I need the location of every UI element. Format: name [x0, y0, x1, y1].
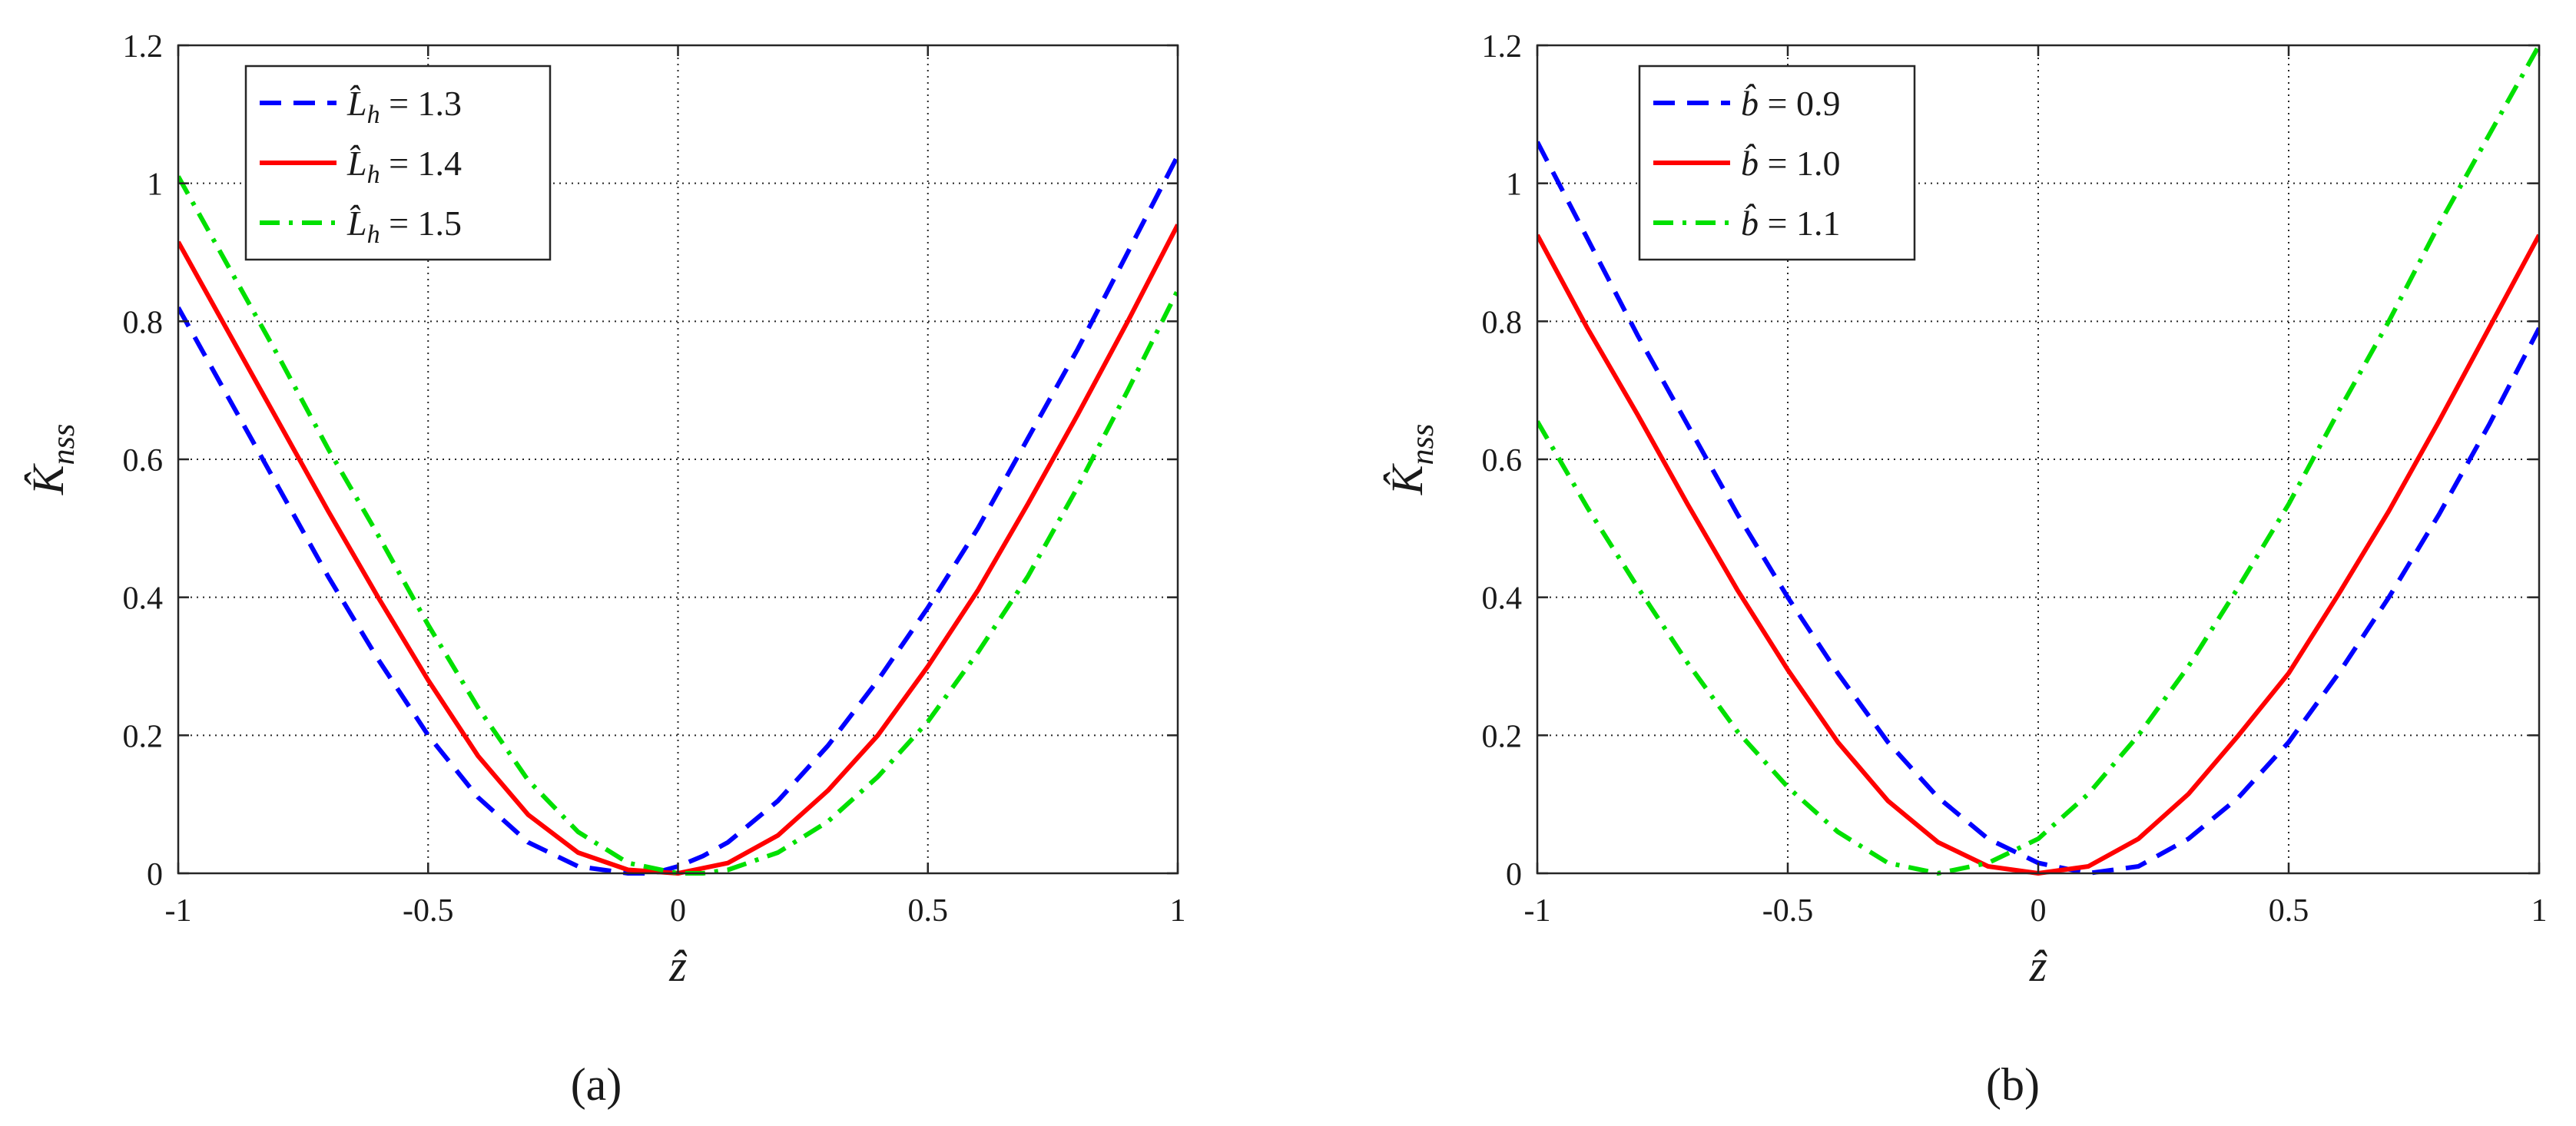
legend: L̂h = 1.3L̂h = 1.4L̂h = 1.5	[244, 65, 552, 261]
x-tick-label: 1	[2531, 893, 2548, 929]
series-line-3	[1537, 44, 2539, 876]
y-tick-label: 0	[1506, 857, 1522, 893]
legend-label-1: b̂ = 0.9	[1741, 84, 1840, 123]
panel-label: (a)	[571, 1059, 622, 1110]
x-tick-label: 0	[670, 893, 686, 929]
legend-value: = 0.9	[1759, 84, 1840, 123]
legend-subscript: h	[367, 101, 380, 129]
legend-label-2: b̂ = 1.0	[1741, 144, 1840, 183]
y-axis-label-main: K̂	[23, 462, 73, 495]
y-tick-label: 0.6	[1482, 443, 1523, 479]
y-tick-label: 1	[1506, 167, 1522, 203]
y-tick-label: 1.2	[123, 29, 164, 65]
x-axis-label: ẑ	[2029, 941, 2047, 991]
x-tick-label: -1	[1524, 893, 1551, 929]
legend-value: = 1.3	[380, 84, 462, 123]
x-tick-label: 0.5	[2269, 893, 2309, 929]
legend: b̂ = 0.9b̂ = 1.0b̂ = 1.1	[1638, 65, 1916, 261]
y-tick-label: 0.8	[1482, 305, 1523, 340]
legend-symbol: b̂	[1741, 144, 1759, 183]
legend-symbol: L̂	[346, 84, 367, 123]
y-tick-label: 0.8	[123, 305, 164, 340]
legend-value: = 1.0	[1759, 144, 1840, 183]
y-axis-label: K̂nss	[23, 424, 81, 495]
x-tick-label: 1	[1170, 893, 1186, 929]
x-axis-label: ẑ	[668, 941, 687, 991]
legend-subscript: h	[367, 220, 380, 249]
panel-label: (b)	[1986, 1059, 2040, 1110]
x-tick-label: -0.5	[403, 893, 454, 929]
x-tick-label: 0.5	[908, 893, 949, 929]
legend-label-1: L̂h = 1.3	[346, 84, 462, 129]
y-tick-label: 0.4	[123, 581, 164, 617]
x-tick-label: -1	[165, 893, 192, 929]
legend-value: = 1.1	[1759, 204, 1840, 243]
y-axis-label-main: K̂	[1382, 462, 1432, 495]
y-tick-label: 0.6	[123, 443, 164, 479]
chart-panel-b: -1 -0.5 0 0.5 1 0 0.2 0.4 0.6 0.8 1 1.2 ẑ K̂nss b̂ = 0…	[1382, 29, 2548, 1110]
x-tick-label: -0.5	[1762, 893, 1814, 929]
y-tick-label: 1.2	[1482, 29, 1523, 65]
legend-value: = 1.4	[380, 144, 462, 183]
y-tick-label: 0.2	[123, 719, 164, 754]
legend-symbol: L̂	[346, 204, 367, 243]
y-tick-label: 0	[147, 857, 163, 893]
x-tick-label: 0	[2031, 893, 2047, 929]
y-axis-label-subscript: nss	[1405, 424, 1441, 465]
legend-label-2: L̂h = 1.4	[346, 144, 462, 189]
y-tick-label: 1	[147, 167, 163, 203]
y-axis-label: K̂nss	[1382, 424, 1441, 495]
y-tick-label: 0.4	[1482, 581, 1523, 617]
legend-label-3: b̂ = 1.1	[1741, 204, 1840, 243]
legend-value: = 1.5	[380, 204, 462, 243]
y-axis-label-subscript: nss	[46, 424, 81, 465]
series-line-1	[178, 154, 1178, 876]
legend-symbol: L̂	[346, 144, 367, 183]
legend-subscript: h	[367, 161, 380, 189]
legend-symbol: b̂	[1741, 84, 1759, 123]
y-tick-label: 0.2	[1482, 719, 1523, 754]
legend-symbol: b̂	[1741, 204, 1759, 243]
legend-label-3: L̂h = 1.5	[346, 204, 462, 249]
